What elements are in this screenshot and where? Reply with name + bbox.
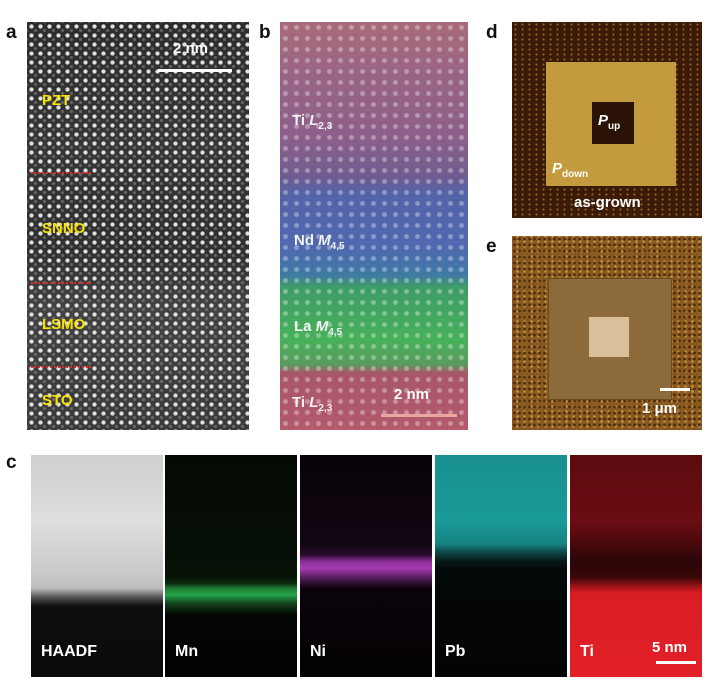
panel-a-letter: a — [6, 22, 17, 43]
eds-map-pb: Pb — [435, 455, 567, 677]
eds-map-mn: Mn — [165, 455, 297, 677]
eds-map-ni: Ni — [300, 455, 432, 677]
as-grown-label: as-grown — [574, 194, 641, 211]
p-up-label: Pup — [598, 112, 621, 132]
written-square-inner — [589, 317, 629, 357]
map-label: Ni — [310, 643, 326, 660]
layer-label-snno: SNNO — [42, 220, 86, 237]
map-label: Mn — [175, 643, 199, 660]
layer-label-pzt: PZT — [42, 92, 71, 109]
scale-bar — [660, 388, 690, 391]
eds-map-haadf: HAADF — [31, 455, 163, 677]
pfm-amplitude-image: Pup Pdown as-grown — [512, 22, 702, 218]
pfm-phase-image: 1 μm — [512, 236, 702, 430]
interface-line — [31, 366, 91, 368]
edge-label-ti-top: Ti L2,3 — [292, 112, 333, 132]
layer-label-sto: STO — [42, 392, 73, 409]
panel-c-letter: c — [6, 452, 17, 473]
panel-e-letter: e — [486, 236, 497, 257]
scale-bar — [381, 414, 457, 417]
eds-map-ti: Ti 5 nm — [570, 455, 702, 677]
layer-label-lsmo: LSMO — [42, 316, 86, 333]
scale-bar — [158, 69, 232, 72]
hrtem-image: 2 nm PZT SNNO LSMO STO — [27, 22, 249, 430]
interface-line — [31, 282, 91, 284]
eels-map: Ti L2,3 Nd M4,5 La M4,5 Ti L2,3 2 nm — [280, 22, 468, 430]
interface-line — [31, 172, 91, 174]
panel-d-letter: d — [486, 22, 498, 43]
scale-bar-label: 1 μm — [642, 400, 678, 417]
p-down-label: Pdown — [552, 160, 589, 180]
map-label: Ti — [580, 643, 594, 660]
scale-bar-label: 2 nm — [173, 40, 209, 57]
panel-b-letter: b — [259, 22, 271, 43]
written-square-pup — [592, 102, 634, 144]
edge-label-nd: Nd M4,5 — [294, 232, 345, 252]
written-square-outer — [548, 278, 672, 400]
edge-label-ti-bottom: Ti L2,3 — [292, 394, 333, 414]
scale-bar-label: 5 nm — [652, 639, 688, 656]
scale-bar-label: 2 nm — [394, 386, 430, 403]
map-label: Pb — [445, 643, 466, 660]
map-label: HAADF — [41, 643, 97, 660]
scale-bar — [656, 661, 696, 664]
edge-label-la: La M4,5 — [294, 318, 343, 338]
